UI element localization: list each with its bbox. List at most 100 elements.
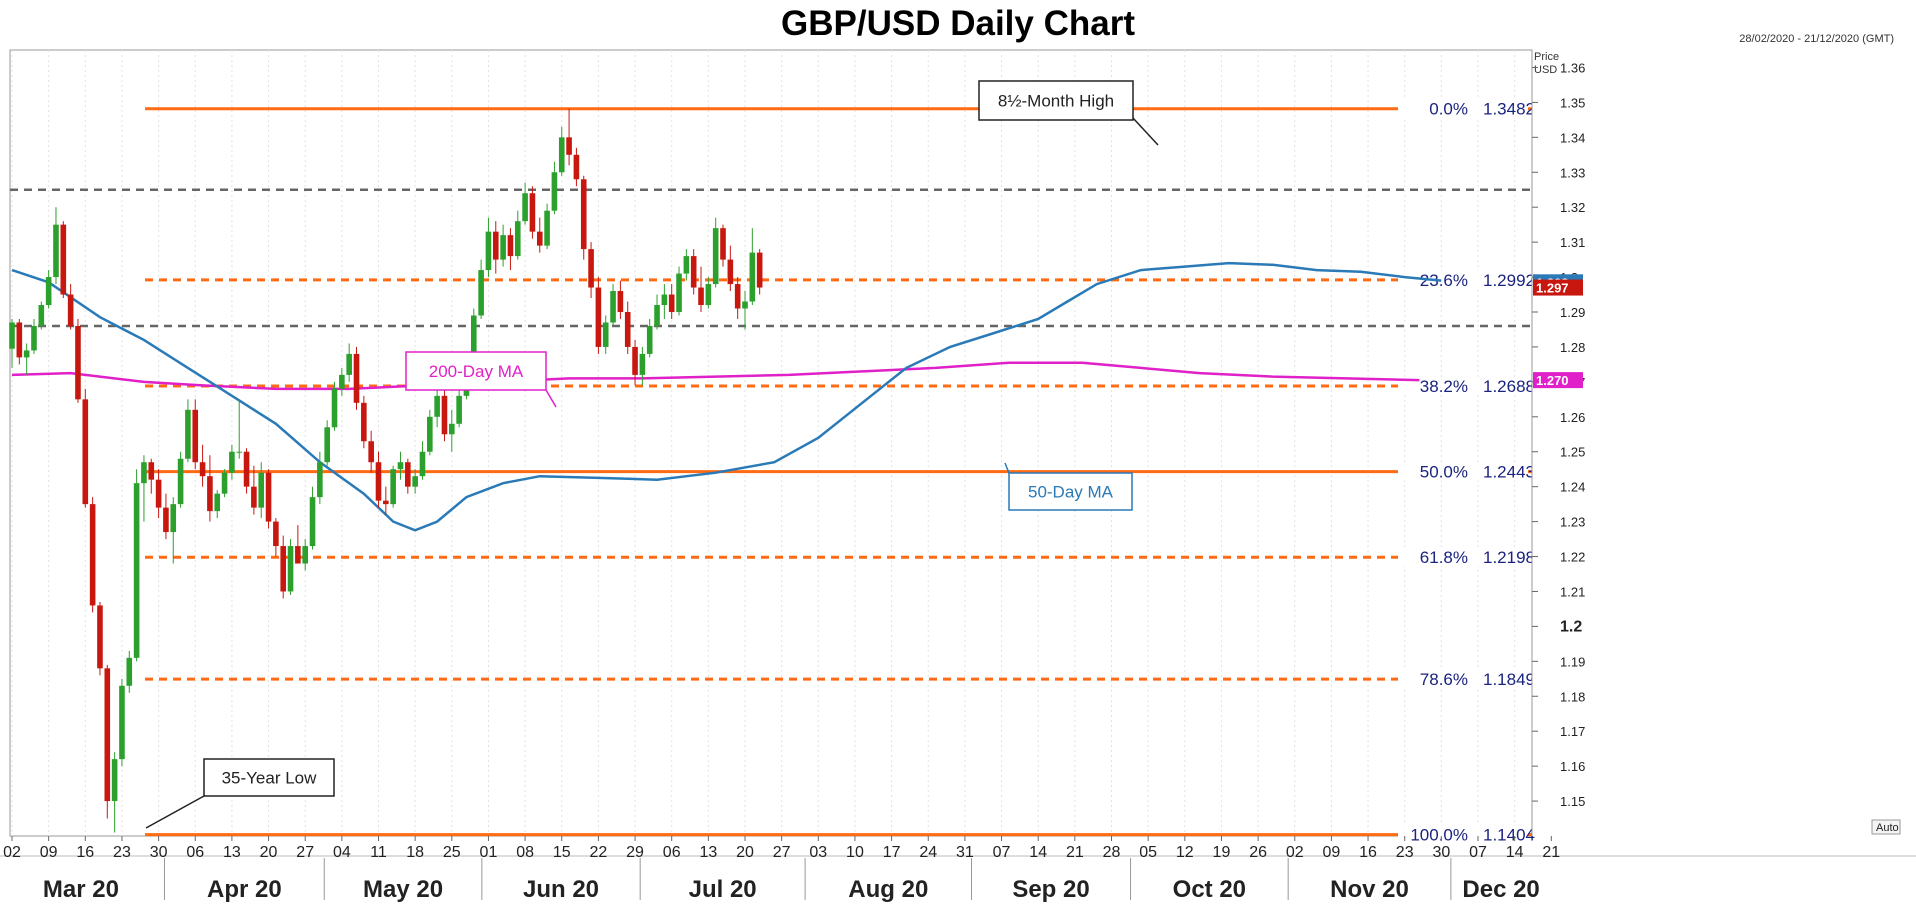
candle-body xyxy=(295,546,301,564)
candle-body xyxy=(654,305,660,326)
candle-body xyxy=(734,284,741,309)
candle-body xyxy=(309,497,316,547)
ma200-annotation-box xyxy=(405,351,547,391)
candle-body xyxy=(492,231,499,260)
candle-body xyxy=(661,294,668,306)
x-tick-label: 20 xyxy=(260,844,278,861)
month-label: Sep 20 xyxy=(1012,876,1089,903)
candle-body xyxy=(478,270,484,316)
candle-body xyxy=(727,259,734,285)
y-tick-label: 1.36 xyxy=(1560,60,1585,75)
x-tick-label: 19 xyxy=(1213,844,1231,861)
y-tick-label: 1.24 xyxy=(1560,480,1585,495)
fib-value-label: 1.3482 xyxy=(1483,100,1535,119)
candle-body xyxy=(390,469,396,505)
ma200-annotation-text: 200-Day MA xyxy=(429,362,524,381)
candle-body xyxy=(148,462,155,480)
candle-body xyxy=(624,312,631,347)
plot-frame xyxy=(9,49,1533,837)
month-label: Oct 20 xyxy=(1173,876,1246,903)
y-tick-label: 1.28 xyxy=(1560,340,1585,355)
ma50-annotation-box xyxy=(1008,472,1133,511)
x-tick-label: 04 xyxy=(333,844,351,861)
candle-body xyxy=(141,462,147,484)
candle-body xyxy=(485,231,492,271)
candles xyxy=(9,108,763,833)
y-tick-label: 1.32 xyxy=(1560,200,1585,215)
month-label: Nov 20 xyxy=(1330,876,1409,903)
candle-body xyxy=(536,231,543,246)
candle-body xyxy=(602,322,609,347)
x-tick-label: 09 xyxy=(40,844,58,861)
x-tick-label: 08 xyxy=(516,844,534,861)
candle-body xyxy=(522,193,528,222)
candle-body xyxy=(251,486,257,508)
ma50-annotation-pointer xyxy=(1004,462,1010,474)
price-tag-label: 1.270 xyxy=(1536,373,1569,388)
fib-label-bg xyxy=(1398,462,1528,481)
y-tick-label: 1.33 xyxy=(1560,165,1585,180)
candle-body xyxy=(302,546,308,564)
candle-body xyxy=(690,256,697,288)
candle-body xyxy=(60,224,67,295)
y-tick-label: 1.18 xyxy=(1560,689,1585,704)
candle-body xyxy=(558,137,565,173)
candle-body xyxy=(756,252,763,288)
candle-body xyxy=(23,350,30,358)
month-label: Mar 20 xyxy=(43,876,119,903)
price-tag xyxy=(1533,279,1583,296)
month-label: Dec 20 xyxy=(1462,876,1539,903)
candle-body xyxy=(361,402,367,442)
candle-body xyxy=(331,388,338,428)
candle-body xyxy=(551,172,558,211)
low-annotation-box xyxy=(203,758,335,797)
auto-button[interactable] xyxy=(1871,819,1901,835)
candle-body xyxy=(588,249,594,288)
fib-label-bg xyxy=(1398,377,1528,396)
candle-body xyxy=(449,423,455,435)
x-tick-label: 27 xyxy=(296,844,314,861)
low-annotation-text: 35-Year Low xyxy=(222,769,318,788)
candle-body xyxy=(712,228,719,285)
candle-body xyxy=(243,451,250,487)
candle-body xyxy=(16,322,23,358)
candle-body xyxy=(170,504,177,533)
x-tick-label: 24 xyxy=(919,844,937,861)
fib-pct-label: 38.2% xyxy=(1420,377,1468,396)
x-tick-label: 26 xyxy=(1249,844,1267,861)
candle-body xyxy=(720,228,726,260)
y-tick-label: 1.2 xyxy=(1560,618,1582,635)
x-tick-label: 23 xyxy=(1396,844,1414,861)
candle-body xyxy=(412,476,418,487)
candle-body xyxy=(470,315,477,365)
x-tick-label: 14 xyxy=(1506,844,1524,861)
month-label: Apr 20 xyxy=(207,876,282,903)
x-tick-label: 12 xyxy=(1176,844,1194,861)
fib-label-bg xyxy=(1398,825,1528,844)
ma50-annotation-text: 50-Day MA xyxy=(1028,483,1114,502)
candle-body xyxy=(529,193,536,232)
fib-value-label: 1.2198 xyxy=(1483,548,1535,567)
candle-body xyxy=(104,668,111,802)
level-lines: 0.0% 1.3482 23.6% 1.2992 38.2% 1.2688 50.0% 1.2… xyxy=(10,99,1740,845)
price-tag xyxy=(1533,372,1583,389)
ma200-annotation-pointer xyxy=(545,389,557,408)
candle-body xyxy=(646,325,653,354)
fib-value-label: 1.1849 xyxy=(1483,670,1535,689)
candle-body xyxy=(229,451,235,473)
y-tick-label: 1.31 xyxy=(1560,235,1585,250)
candle-body xyxy=(163,507,169,533)
month-label: Jul 20 xyxy=(689,876,757,903)
candle-body xyxy=(31,325,37,351)
y-tick-label: 1.29 xyxy=(1560,305,1585,320)
ma200-path xyxy=(11,361,1420,391)
ma50-line xyxy=(11,261,1442,532)
x-tick-label: 09 xyxy=(1323,844,1341,861)
candle-body xyxy=(75,325,81,400)
x-tick-label: 13 xyxy=(699,844,717,861)
price-axis-label-1: Price xyxy=(1534,51,1559,63)
x-tick-label: 15 xyxy=(553,844,571,861)
fib-value-label: 1.2992 xyxy=(1483,271,1535,290)
y-tick-label: 1.15 xyxy=(1560,794,1585,809)
x-tick-label: 11 xyxy=(370,844,387,861)
